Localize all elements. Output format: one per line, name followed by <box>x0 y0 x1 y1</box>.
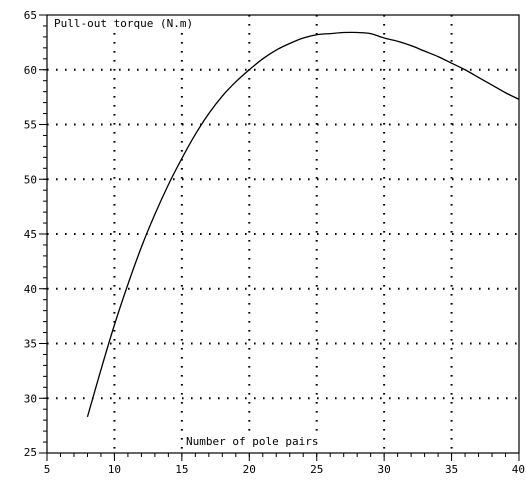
y-axis-label: Pull-out torque (N.m) <box>54 17 193 30</box>
y-tick-label: 55 <box>24 119 37 132</box>
y-tick-label: 45 <box>24 228 37 241</box>
minor-ticks <box>43 14 520 457</box>
y-tick-label: 65 <box>24 9 37 22</box>
plot-frame <box>46 14 520 454</box>
x-tick-label: 40 <box>512 463 525 476</box>
x-tick-label: 25 <box>310 463 323 476</box>
y-tick-label: 50 <box>24 173 37 186</box>
y-tick-label: 40 <box>24 283 37 296</box>
x-tick-label: 10 <box>108 463 121 476</box>
ylabel-bg <box>51 15 241 31</box>
x-tick-label: 5 <box>44 463 51 476</box>
x-axis-label: Number of pole pairs <box>186 435 318 448</box>
xlabel-bg <box>184 433 364 449</box>
x-tick-label: 30 <box>378 463 391 476</box>
grid <box>47 15 519 453</box>
tick-labels: 5 10 15 20 25 30 35 40 25 30 35 40 45 50 55 60 65 <box>24 9 525 476</box>
y-tick-label: 25 <box>24 446 37 459</box>
x-tick-label: 15 <box>175 463 188 476</box>
x-tick-label: 35 <box>445 463 458 476</box>
x-tick-label: 20 <box>243 463 256 476</box>
y-tick-label: 35 <box>24 338 37 351</box>
y-tick-label: 30 <box>24 392 37 405</box>
major-ticks <box>39 14 520 461</box>
series-line <box>86 31 520 418</box>
y-tick-label: 60 <box>24 64 37 77</box>
